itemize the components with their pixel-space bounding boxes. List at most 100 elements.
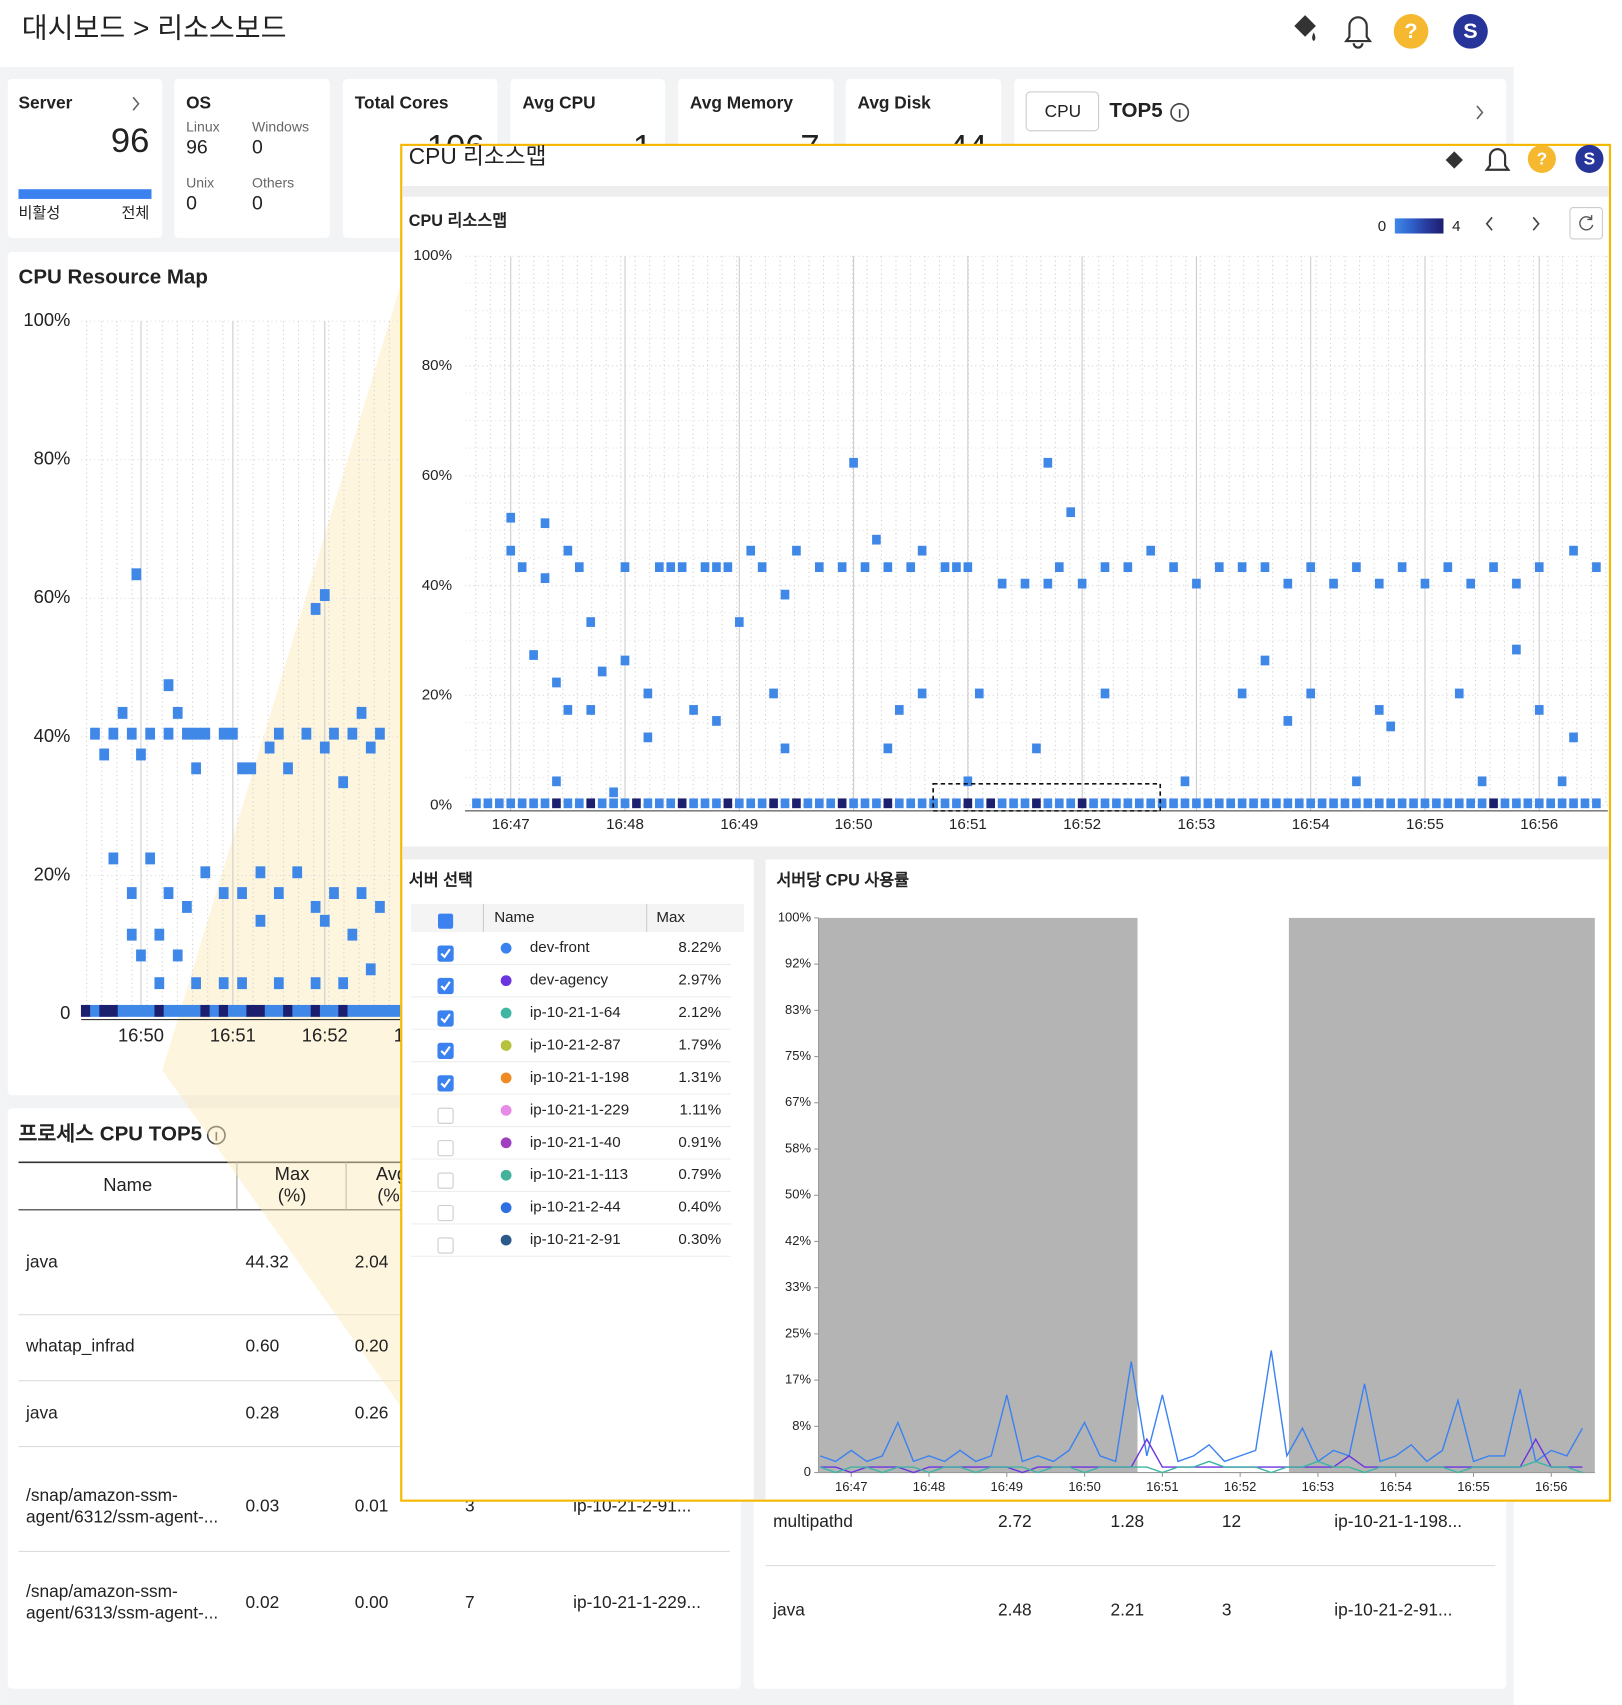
heat-cell	[338, 1004, 349, 1017]
heat-cell	[319, 914, 330, 927]
avatar[interactable]	[1453, 14, 1488, 49]
heat-cell	[1569, 732, 1578, 743]
heat-cell	[228, 1004, 238, 1017]
cell: 0.01	[355, 1496, 389, 1516]
heat-cell	[126, 727, 137, 740]
checkbox[interactable]	[437, 1237, 454, 1254]
heat-cell	[883, 562, 893, 573]
selection-box[interactable]	[932, 783, 1162, 812]
x-tick-label: 16:49	[991, 1479, 1023, 1494]
heat-cell	[997, 578, 1007, 589]
bell-icon[interactable]	[1484, 148, 1511, 171]
heat-cell	[1397, 798, 1407, 809]
heat-cell	[384, 1004, 394, 1017]
column-header: Name	[494, 909, 534, 926]
heat-cell	[117, 706, 128, 719]
chevron[interactable]	[1476, 105, 1484, 120]
heat-cell	[529, 798, 538, 809]
heat-cell	[517, 798, 527, 809]
x-tick-label: 16:56	[1520, 816, 1558, 833]
info-icon[interactable]	[1170, 102, 1190, 122]
heat-cell	[393, 1004, 401, 1017]
panel-title: 프로세스 CPU TOP5	[19, 1123, 203, 1146]
server-max: 0.79%	[678, 1166, 721, 1183]
checkbox[interactable]	[437, 1172, 454, 1189]
heat-cell	[319, 1004, 330, 1017]
cell: 2.21	[1110, 1600, 1144, 1620]
cell: 0.20	[355, 1336, 389, 1356]
heat-cell	[1317, 798, 1327, 809]
heat-cell	[1112, 798, 1121, 809]
heat-cell	[620, 562, 630, 573]
cell: 7	[465, 1592, 475, 1612]
series-dot	[500, 1040, 512, 1051]
server-name: dev-agency	[530, 972, 609, 989]
os-label: Others	[252, 175, 294, 191]
avatar[interactable]	[1575, 144, 1604, 173]
heat-cell	[172, 1004, 183, 1017]
heat-cell	[1066, 798, 1076, 809]
y-tick-label: 80%	[422, 357, 452, 374]
select-all-checkbox[interactable]	[437, 913, 454, 929]
checkbox[interactable]	[437, 1107, 454, 1124]
heat-cell	[1294, 798, 1304, 809]
bell-icon[interactable]	[1344, 16, 1373, 49]
heat-cell	[1512, 644, 1521, 655]
y-tick-label: 92%	[785, 956, 811, 971]
chevron[interactable]	[132, 96, 140, 111]
heat-cell	[563, 798, 573, 809]
heat-cell	[792, 798, 801, 809]
heat-cell	[506, 545, 516, 556]
x-tick-label: 16:52	[1063, 816, 1101, 833]
checkbox[interactable]	[437, 1140, 454, 1157]
help-glyph: ?	[1537, 149, 1548, 169]
column-header: Max	[656, 909, 685, 926]
help-icon[interactable]	[1393, 14, 1429, 49]
series-dot	[500, 1234, 512, 1246]
table-header	[410, 903, 744, 932]
heat-cell	[356, 706, 367, 719]
heat-cell	[1054, 798, 1064, 809]
header: ? S	[1294, 14, 1488, 49]
heat-cell	[1512, 798, 1521, 809]
prev-button[interactable]	[1485, 216, 1493, 231]
heat-cell	[1100, 562, 1110, 573]
heat-cell	[292, 866, 303, 879]
card[interactable]	[174, 78, 330, 238]
heat-cell	[273, 887, 284, 900]
heat-cell	[90, 727, 100, 740]
heat-cell	[1077, 578, 1087, 589]
heat-cell	[1432, 798, 1441, 809]
card-label: 전체	[121, 205, 149, 222]
heat-cell	[131, 568, 142, 581]
cell: 0.26	[355, 1403, 389, 1423]
series-dot	[500, 1072, 512, 1084]
help-icon[interactable]	[1527, 144, 1556, 173]
heat-cell	[1352, 562, 1361, 573]
heat-cell	[963, 562, 973, 573]
checkbox[interactable]	[437, 1204, 454, 1222]
heat-cell	[1272, 798, 1281, 809]
heat-cell	[172, 706, 183, 719]
heat-cell	[172, 949, 183, 962]
heat-cell	[218, 977, 229, 990]
heat-cell	[780, 798, 790, 809]
paint-icon[interactable]	[1294, 15, 1316, 42]
heat-cell	[540, 573, 550, 583]
excluded-range	[1288, 917, 1595, 1473]
paint-icon[interactable]	[1445, 151, 1463, 169]
heat-cell	[1386, 721, 1396, 732]
info-icon[interactable]	[206, 1125, 226, 1145]
refresh-button[interactable]	[1569, 207, 1603, 240]
server-name: dev-front	[530, 939, 590, 956]
x-tick-label: 16:48	[606, 816, 644, 833]
tab[interactable]	[1025, 91, 1100, 132]
x-tick-label: 16:48	[913, 1479, 945, 1494]
heat-cell	[906, 798, 916, 809]
checkmark	[440, 1013, 451, 1024]
cell: 3	[465, 1496, 475, 1516]
heat-cell	[1306, 798, 1316, 809]
next-button[interactable]	[1532, 216, 1540, 231]
heat-cell	[586, 617, 596, 627]
heat-cell	[1192, 798, 1201, 809]
